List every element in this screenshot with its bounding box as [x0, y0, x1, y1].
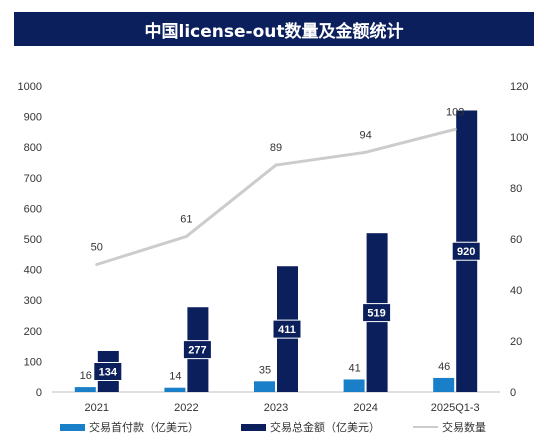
y-tick-label: 500: [24, 234, 42, 246]
y-tick-label: 1000: [18, 81, 42, 93]
total-data-label: 277: [188, 345, 206, 357]
y-tick-label: 700: [24, 173, 42, 185]
chart-title: 中国license-out数量及金额统计: [14, 12, 534, 46]
count-data-label: 89: [270, 142, 282, 154]
chart-plot: 0 100 200 300 400 500 600 700 800 900 1000 0 20 40 60 8…: [18, 81, 529, 414]
upfront-bar: [164, 387, 186, 392]
total-label-box: [182, 340, 212, 360]
y-tick-label: 400: [24, 265, 42, 277]
upfront-bar: [74, 387, 96, 392]
chart-axes: 0 100 200 300 400 500 600 700 800 900 1000 0 20 40 60 8…: [18, 81, 529, 414]
data-labels: 16 14 35 41 46 134 277 411 519 920 50 61 89 94 103: [80, 106, 481, 383]
x-tick-label: 2024: [353, 402, 377, 414]
upfront-bar: [343, 379, 365, 392]
count-data-label: 61: [180, 213, 192, 225]
count-line: [95, 127, 457, 266]
total-data-label: 134: [99, 366, 118, 378]
total-bars: [97, 110, 478, 392]
y-tick-label: 600: [24, 203, 42, 215]
count-data-label: 94: [359, 129, 371, 141]
count-data-label: 103: [446, 106, 464, 118]
y2-tick-label: 100: [510, 132, 528, 144]
total-label-box: [93, 361, 123, 381]
x-tick-label: 2022: [174, 402, 198, 414]
legend-label-count: 交易数量: [442, 421, 486, 434]
legend-swatch-count: [413, 426, 438, 428]
total-data-label: 920: [457, 246, 475, 258]
count-point: [184, 234, 188, 238]
upfront-data-label: 16: [80, 370, 92, 382]
legend-item-total: 交易总金额（亿美元）: [241, 419, 380, 435]
upfront-data-label: 35: [259, 364, 271, 376]
legend-swatch-total: [241, 423, 266, 431]
count-point: [274, 163, 278, 167]
count-data-label: 50: [91, 242, 103, 254]
upfront-data-label: 14: [169, 371, 181, 383]
y-tick-label: 300: [24, 295, 42, 307]
y2-tick-label: 120: [510, 81, 528, 93]
legend-label-total: 交易总金额（亿美元）: [270, 421, 380, 434]
count-point: [95, 263, 99, 266]
total-label-box: [451, 241, 481, 261]
count-point: [364, 150, 368, 154]
y2-tick-label: 0: [510, 387, 516, 399]
y-tick-label: 900: [24, 112, 42, 124]
count-point: [453, 127, 457, 131]
upfront-bar: [433, 377, 455, 392]
legend-label-upfront: 交易首付款（亿美元）: [89, 421, 199, 434]
legend-item-upfront: 交易首付款（亿美元）: [60, 419, 199, 435]
total-label-box: [362, 303, 392, 323]
total-label-box: [272, 319, 302, 339]
x-tick-label: 2025Q1-3: [431, 402, 480, 414]
y2-tick-label: 40: [510, 285, 522, 297]
y-tick-label: 200: [24, 326, 42, 338]
x-tick-label: 2021: [85, 402, 109, 414]
y2-tick-label: 80: [510, 183, 522, 195]
legend-swatch-upfront: [60, 423, 85, 431]
y2-tick-label: 20: [510, 336, 522, 348]
upfront-bars: [74, 377, 455, 392]
legend: 交易首付款（亿美元） 交易总金额（亿美元） 交易数量: [0, 419, 549, 439]
upfront-bar: [254, 381, 275, 392]
y2-tick-label: 60: [510, 234, 522, 246]
upfront-data-label: 41: [348, 362, 360, 374]
y-tick-label: 800: [24, 142, 42, 154]
x-tick-label: 2023: [264, 402, 288, 414]
total-data-label: 519: [367, 308, 385, 320]
total-data-label: 411: [278, 324, 296, 336]
y-tick-label: 0: [36, 387, 42, 399]
y-tick-label: 100: [24, 356, 42, 368]
upfront-data-label: 46: [438, 361, 450, 373]
legend-item-count: 交易数量: [413, 419, 486, 435]
